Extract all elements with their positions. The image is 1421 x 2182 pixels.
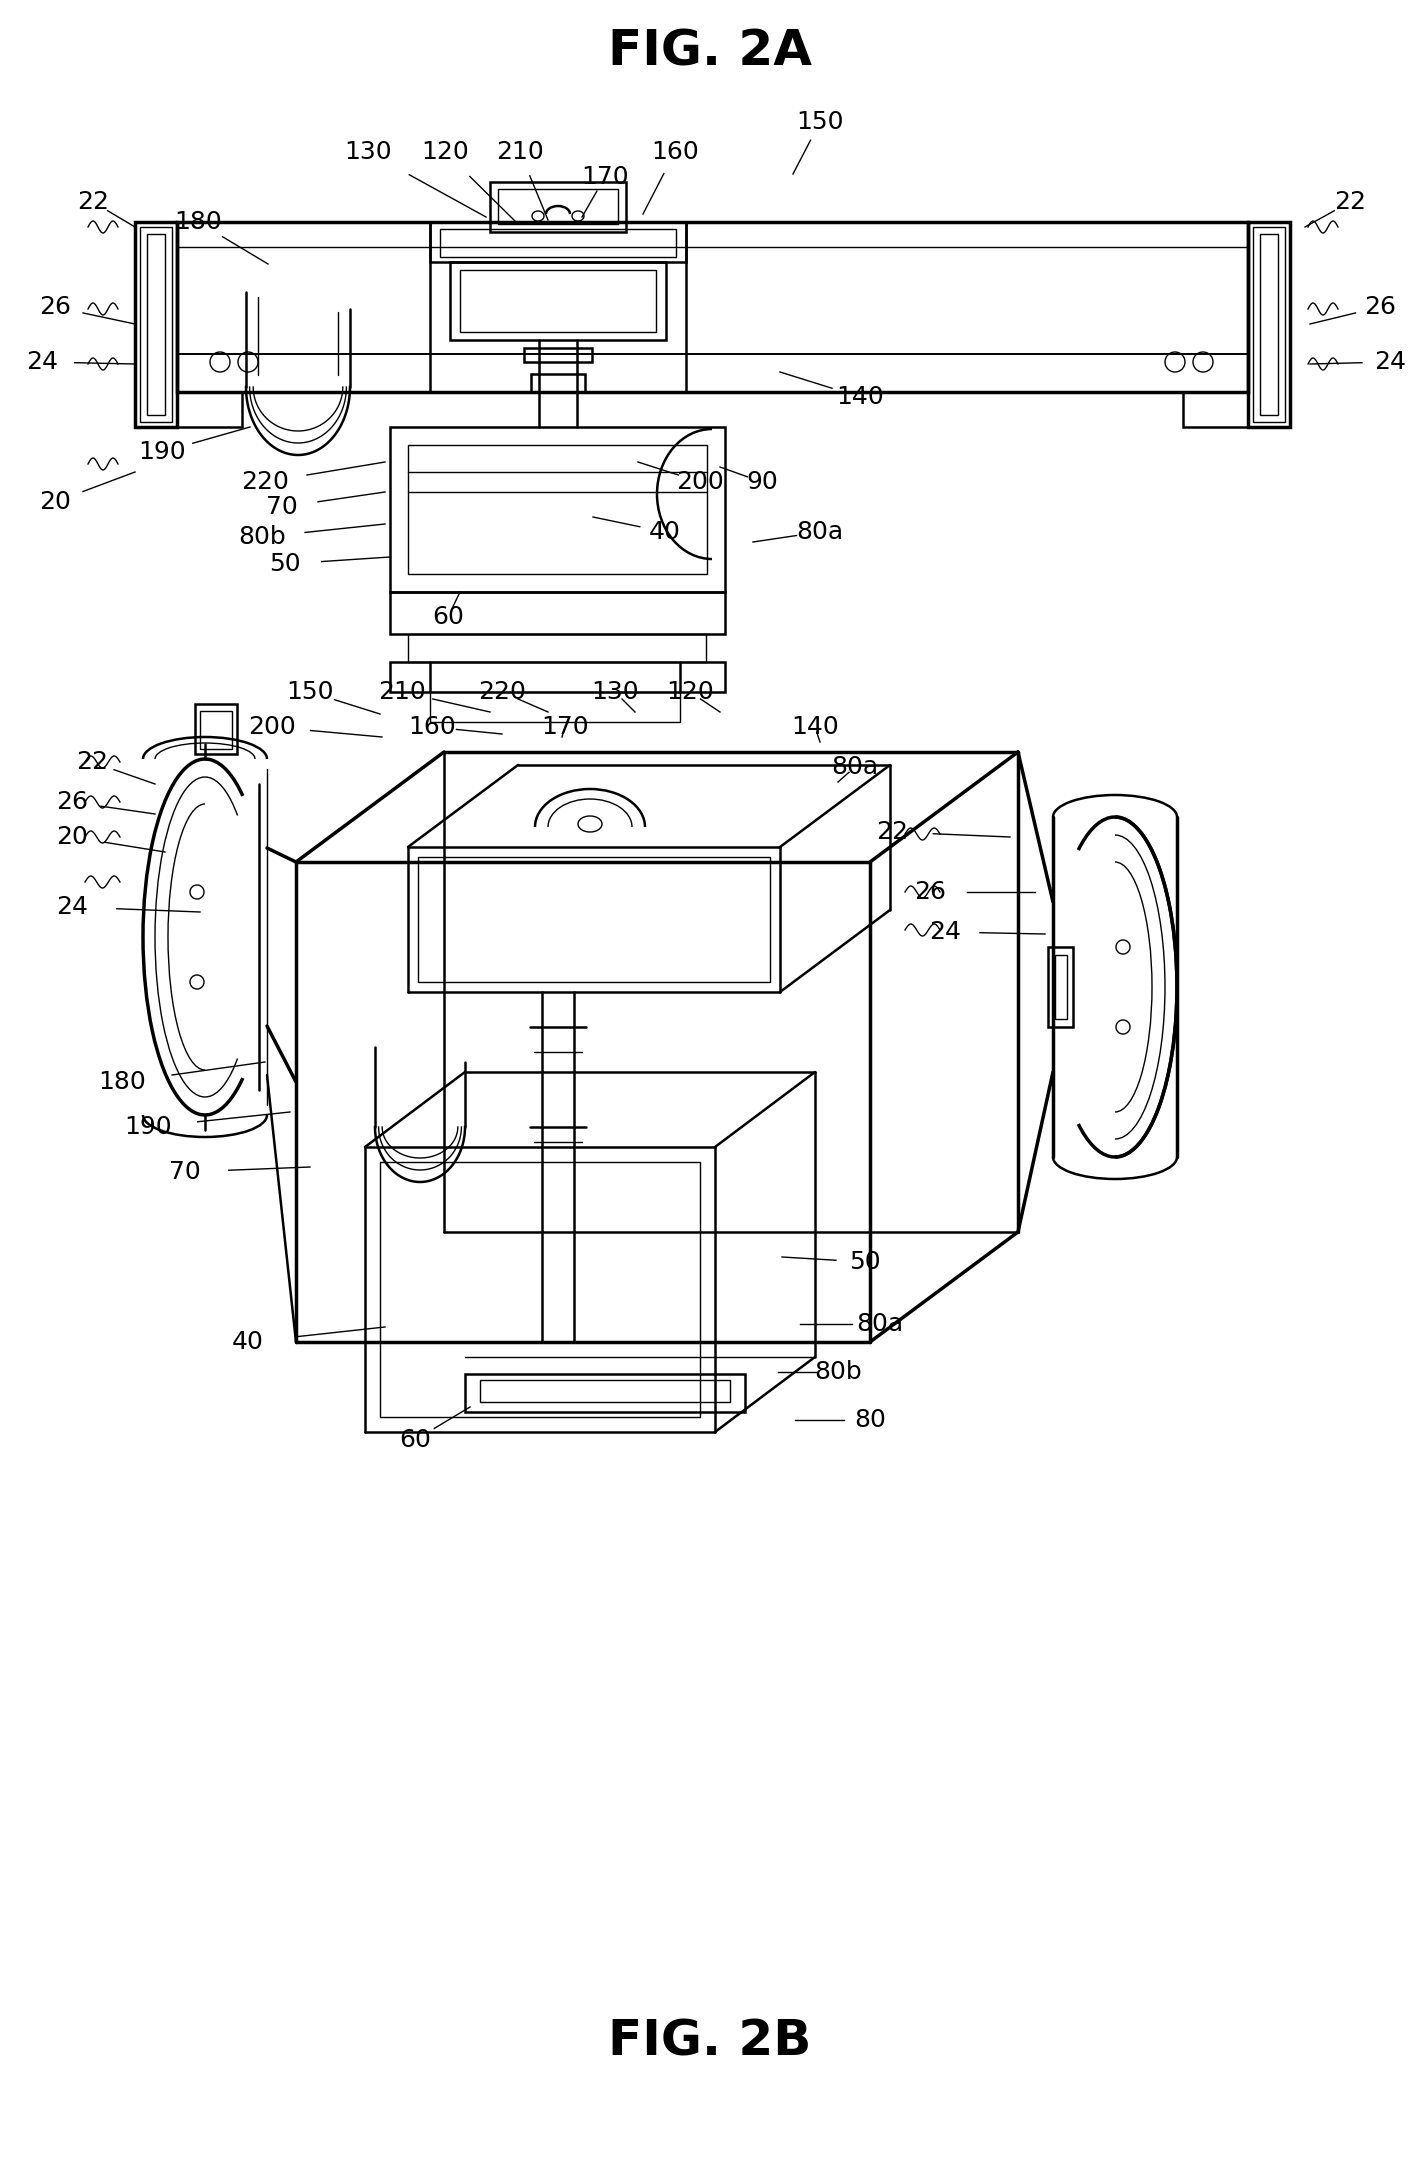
Bar: [1253, 227, 1285, 421]
Bar: [1054, 956, 1067, 1019]
Bar: [200, 711, 232, 748]
Text: 200: 200: [249, 716, 296, 740]
Text: 200: 200: [676, 469, 723, 493]
Text: 40: 40: [649, 519, 681, 543]
Text: 22: 22: [77, 190, 109, 214]
Bar: [146, 233, 165, 415]
Text: 170: 170: [541, 716, 588, 740]
Bar: [178, 393, 242, 428]
Text: 170: 170: [581, 166, 630, 190]
Bar: [178, 223, 1248, 393]
Text: 220: 220: [242, 469, 288, 493]
Text: 150: 150: [796, 109, 844, 133]
Text: 80: 80: [854, 1407, 885, 1431]
Text: 80b: 80b: [814, 1359, 863, 1383]
Text: 70: 70: [266, 495, 298, 519]
Bar: [460, 271, 657, 332]
Text: 22: 22: [1334, 190, 1366, 214]
Bar: [1260, 233, 1277, 415]
Bar: [135, 223, 178, 428]
Text: 20: 20: [38, 491, 71, 515]
Bar: [418, 858, 770, 982]
Text: 60: 60: [432, 604, 463, 628]
Bar: [441, 229, 676, 257]
Text: 22: 22: [75, 751, 108, 775]
Text: 90: 90: [746, 469, 777, 493]
Text: 180: 180: [98, 1069, 146, 1093]
Bar: [408, 445, 708, 574]
Text: 70: 70: [169, 1161, 200, 1185]
Text: 150: 150: [286, 681, 334, 705]
Bar: [389, 661, 725, 692]
Text: 130: 130: [344, 140, 392, 164]
Bar: [490, 181, 627, 231]
Text: 50: 50: [269, 552, 301, 576]
Text: 160: 160: [408, 716, 456, 740]
Text: 24: 24: [1374, 349, 1405, 373]
Text: 20: 20: [55, 825, 88, 849]
Text: 130: 130: [591, 681, 639, 705]
Bar: [450, 262, 666, 340]
Text: 120: 120: [421, 140, 469, 164]
Text: 22: 22: [875, 820, 908, 844]
Text: 50: 50: [850, 1250, 881, 1274]
Text: 26: 26: [914, 879, 946, 903]
Bar: [1049, 947, 1073, 1028]
Bar: [431, 692, 681, 722]
Text: 24: 24: [929, 921, 961, 945]
Text: 80a: 80a: [831, 755, 878, 779]
Text: 80b: 80b: [239, 526, 286, 550]
Text: 26: 26: [38, 295, 71, 319]
Bar: [531, 373, 585, 393]
Bar: [195, 705, 237, 755]
Bar: [465, 1375, 745, 1412]
Text: 220: 220: [477, 681, 526, 705]
Text: 140: 140: [836, 384, 884, 408]
Bar: [389, 428, 725, 591]
Bar: [431, 223, 686, 262]
Text: 120: 120: [666, 681, 713, 705]
Bar: [141, 227, 172, 421]
Bar: [389, 591, 725, 635]
Text: 80a: 80a: [796, 519, 844, 543]
Text: FIG. 2B: FIG. 2B: [608, 2018, 811, 2066]
Text: 160: 160: [651, 140, 699, 164]
Text: 26: 26: [55, 790, 88, 814]
Bar: [1184, 393, 1248, 428]
Text: 26: 26: [1364, 295, 1395, 319]
Bar: [524, 347, 593, 362]
Text: 210: 210: [496, 140, 544, 164]
Text: 40: 40: [232, 1331, 264, 1355]
Text: 180: 180: [175, 209, 222, 233]
Bar: [379, 1163, 701, 1416]
Text: FIG. 2A: FIG. 2A: [608, 28, 811, 76]
Bar: [408, 635, 706, 661]
Text: 24: 24: [55, 895, 88, 919]
Text: 24: 24: [26, 349, 58, 373]
Text: 60: 60: [399, 1427, 431, 1451]
Text: 210: 210: [378, 681, 426, 705]
Bar: [1248, 223, 1290, 428]
Text: 140: 140: [791, 716, 838, 740]
Text: 80a: 80a: [857, 1311, 904, 1335]
Bar: [497, 190, 618, 225]
Text: 190: 190: [138, 441, 186, 465]
Bar: [431, 223, 686, 393]
Bar: [480, 1379, 730, 1403]
Text: 190: 190: [124, 1115, 172, 1139]
